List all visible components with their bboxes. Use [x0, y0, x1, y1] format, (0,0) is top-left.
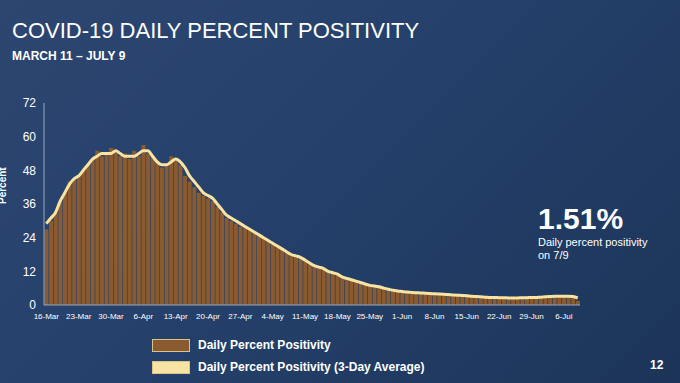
svg-text:12: 12	[23, 265, 37, 279]
html-text:12: 12	[650, 358, 664, 372]
svg-text:6-Apr: 6-Apr	[134, 312, 154, 321]
svg-text:30-Mar: 30-Mar	[98, 312, 124, 321]
svg-text:1-Jun: 1-Jun	[392, 312, 412, 321]
svg-text:8-Jun: 8-Jun	[424, 312, 444, 321]
svg-text:72: 72	[23, 96, 37, 110]
svg-text:18-May: 18-May	[324, 312, 351, 321]
html-text:Daily Percent Positivity: Daily Percent Positivity	[198, 338, 331, 352]
svg-text:16-Mar: 16-Mar	[34, 312, 60, 321]
html-text:1.51%: 1.51%	[538, 202, 624, 235]
svg-text:48: 48	[23, 164, 37, 178]
svg-text:25-May: 25-May	[356, 312, 383, 321]
svg-text:23-Mar: 23-Mar	[66, 312, 92, 321]
svg-text:20-Apr: 20-Apr	[196, 312, 220, 321]
svg-text:29-Jun: 29-Jun	[519, 312, 543, 321]
svg-text:13-Apr: 13-Apr	[164, 312, 188, 321]
svg-text:11-May: 11-May	[292, 312, 318, 321]
svg-text:27-Apr: 27-Apr	[228, 312, 252, 321]
svg-text:0: 0	[29, 298, 36, 312]
svg-text:6-Jul: 6-Jul	[555, 312, 573, 321]
svg-text:24: 24	[23, 231, 37, 245]
svg-text:22-Jun: 22-Jun	[487, 312, 511, 321]
svg-text:15-Jun: 15-Jun	[455, 312, 479, 321]
html-text:MARCH 11 – JULY 9: MARCH 11 – JULY 9	[12, 49, 126, 63]
svg-text:4-May: 4-May	[262, 312, 284, 321]
svg-text:36: 36	[23, 197, 37, 211]
html-text:Daily Percent Positivity (3-Da: Daily Percent Positivity (3-Day Average)	[198, 360, 425, 374]
html-text:COVID-19 DAILY PERCENT POSITIV: COVID-19 DAILY PERCENT POSITIVITY	[12, 18, 420, 43]
svg-text:60: 60	[23, 130, 37, 144]
html-text:Daily percent positivity on 7/: Daily percent positivity on 7/9	[538, 236, 648, 261]
